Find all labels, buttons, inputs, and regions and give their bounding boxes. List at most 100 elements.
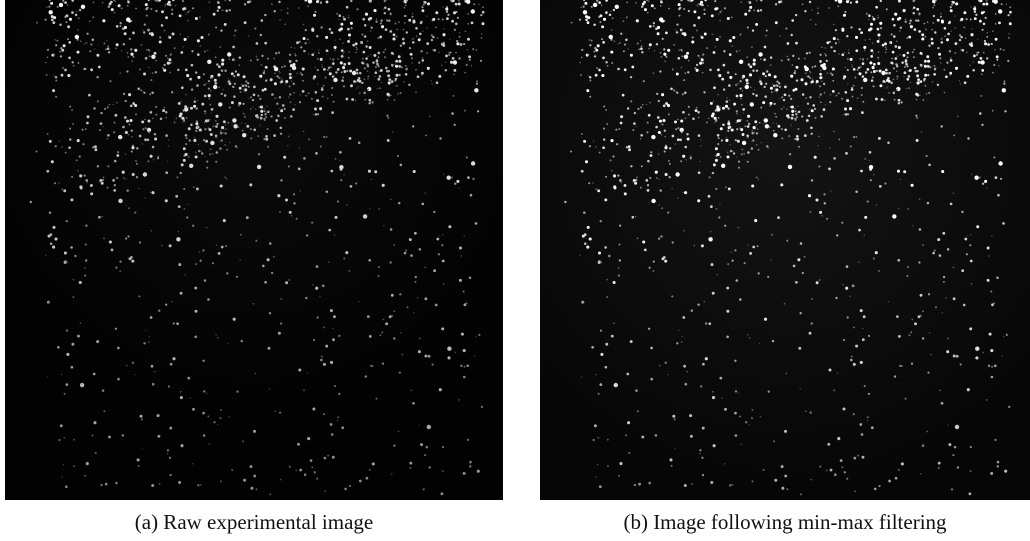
particle — [164, 30, 166, 32]
particle — [585, 160, 588, 163]
particle — [222, 89, 224, 91]
particle — [950, 9, 953, 12]
particle — [148, 131, 150, 133]
particle — [355, 42, 358, 45]
particle — [340, 61, 343, 64]
particle — [269, 388, 271, 390]
particle — [649, 102, 651, 104]
particle — [219, 417, 221, 419]
particle — [208, 88, 210, 90]
particle — [953, 297, 956, 300]
particle — [331, 31, 334, 34]
particle — [307, 5, 309, 7]
particle — [969, 65, 971, 67]
particle — [827, 72, 829, 74]
particle — [455, 352, 457, 354]
particle — [610, 159, 612, 161]
particle — [738, 227, 740, 229]
particle — [79, 281, 82, 284]
particle — [811, 80, 814, 83]
particle — [596, 476, 598, 478]
particle — [417, 297, 419, 299]
particle — [657, 32, 660, 35]
particle — [66, 220, 68, 222]
particle — [207, 298, 210, 301]
particle — [178, 102, 181, 105]
particle — [745, 79, 748, 82]
particle — [316, 265, 319, 268]
particle — [168, 145, 170, 147]
particle — [644, 8, 647, 11]
particle — [805, 72, 807, 74]
particle — [390, 94, 392, 96]
particle — [847, 58, 849, 60]
particle — [412, 19, 415, 22]
particle — [125, 205, 126, 206]
particle — [463, 235, 465, 237]
particle — [279, 211, 281, 213]
particle — [381, 25, 384, 28]
particle — [215, 120, 217, 122]
particle — [844, 11, 846, 13]
particle — [379, 87, 381, 89]
particle — [833, 24, 835, 26]
particle — [54, 39, 56, 41]
particle — [335, 158, 337, 160]
particle — [356, 72, 359, 75]
particle — [658, 178, 660, 180]
particle — [940, 16, 942, 18]
particle — [322, 96, 324, 98]
particle — [325, 36, 328, 39]
particle — [682, 111, 685, 114]
particle — [703, 9, 705, 11]
particle — [373, 54, 376, 57]
particle — [681, 67, 683, 69]
particle — [117, 347, 120, 350]
particle — [849, 107, 852, 110]
particle — [646, 131, 648, 133]
particle — [703, 91, 705, 93]
particle — [581, 170, 584, 173]
particle — [98, 181, 99, 182]
particle — [467, 176, 470, 179]
particle — [148, 341, 150, 343]
particle — [435, 304, 438, 307]
particle — [641, 6, 643, 8]
particle — [473, 3, 475, 5]
particle — [480, 14, 482, 16]
particle — [916, 117, 918, 119]
particle — [160, 118, 163, 121]
particle — [588, 182, 590, 184]
particle — [84, 43, 85, 44]
particle — [377, 56, 379, 58]
particle — [864, 216, 867, 219]
particle — [749, 73, 752, 76]
particle — [102, 126, 103, 127]
particle — [364, 67, 366, 69]
particle — [867, 201, 869, 203]
particle — [600, 330, 602, 332]
particle — [570, 150, 572, 152]
particle — [143, 31, 145, 33]
particle — [391, 315, 393, 317]
particle — [756, 176, 758, 178]
particle — [694, 67, 696, 69]
particle — [165, 111, 168, 114]
particle — [985, 3, 988, 6]
particle — [131, 129, 133, 131]
particle — [636, 126, 637, 127]
particle — [195, 17, 198, 20]
particle — [445, 69, 448, 72]
particle — [838, 53, 840, 55]
particle — [360, 42, 362, 44]
particle — [737, 83, 739, 85]
particle — [83, 68, 86, 71]
particle — [780, 183, 783, 186]
particle — [875, 251, 878, 254]
particle — [245, 91, 247, 93]
particle — [239, 56, 242, 59]
particle — [934, 31, 936, 33]
particle — [265, 79, 267, 81]
particle — [756, 132, 758, 134]
particle — [932, 252, 935, 255]
